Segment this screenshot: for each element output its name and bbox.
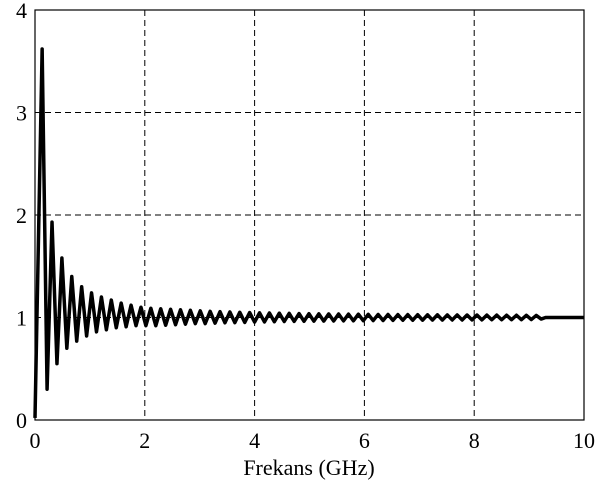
y-tick-label: 3 [16,101,27,126]
y-tick-label: 1 [16,306,27,331]
data-line [33,47,584,418]
x-tick-label: 6 [359,428,370,453]
x-tick-label: 2 [139,428,150,453]
plot-frame [34,9,585,421]
y-tick-label: 2 [16,203,27,228]
x-axis-label: Frekans (GHz) [243,455,374,480]
x-tick-label: 10 [573,428,595,453]
y-tick-label: 0 [16,408,27,433]
y-tick-label: 4 [16,0,27,23]
x-tick-label: 4 [249,428,260,453]
x-tick-label: 0 [30,428,41,453]
x-tick-label: 8 [469,428,480,453]
